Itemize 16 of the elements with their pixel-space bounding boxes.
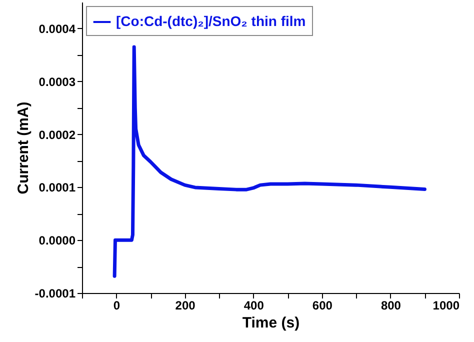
x-tick-label: 600	[312, 298, 333, 312]
y-tick-label: -0.0001	[34, 286, 76, 300]
y-axis-title: Current (mA)	[14, 102, 32, 194]
x-tick-label: 0	[113, 298, 120, 312]
line-series	[112, 45, 426, 278]
y-tick-label: 0.0001	[38, 180, 76, 195]
x-tick-label: 400	[244, 298, 264, 312]
legend-label: [Co:Cd-(dtc)₂]/SnO₂ thin film	[116, 13, 306, 29]
x-tick-label: 200	[175, 298, 196, 312]
x-tick-label: 1000	[432, 298, 460, 312]
y-tick-label: 0.0002	[38, 128, 76, 142]
x-axis-title: Time (s)	[242, 314, 300, 332]
y-tick-label: 0.0004	[38, 22, 76, 36]
y-tick-label: 0.0003	[38, 74, 76, 89]
x-tick-label: 800	[380, 298, 402, 312]
y-tick-label: 0.0000	[38, 234, 76, 248]
